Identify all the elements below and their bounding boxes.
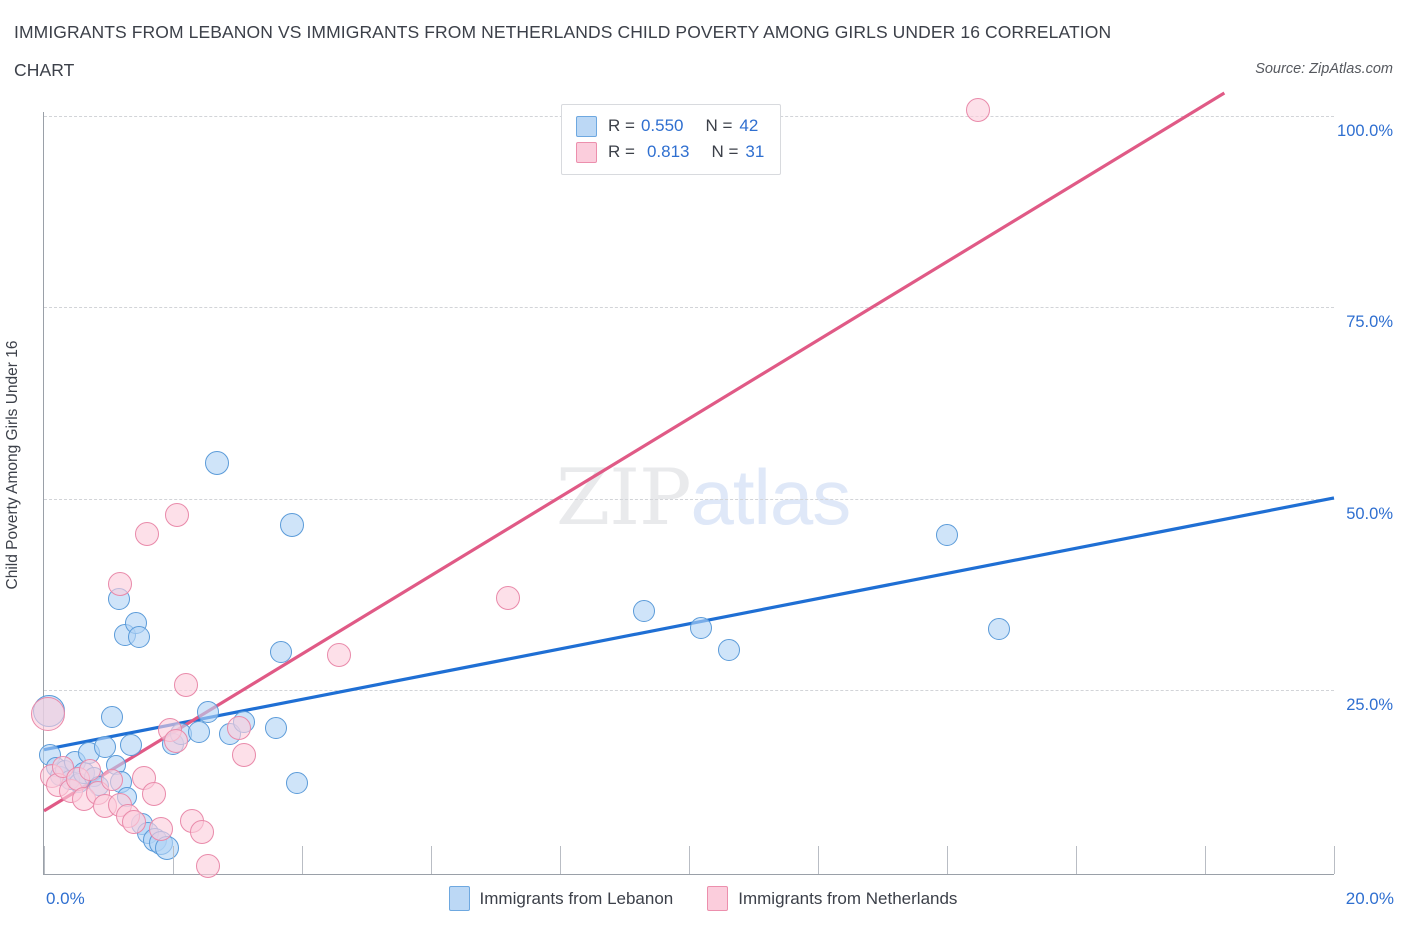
series-swatch-netherlands xyxy=(707,886,729,911)
n-value: 31 xyxy=(745,142,765,161)
scatter-point[interactable] xyxy=(226,716,251,741)
y-axis-tick-label: 75.0% xyxy=(1346,313,1393,332)
r-value: 0.813 xyxy=(646,142,690,161)
gridline xyxy=(44,307,1334,309)
x-axis-tick xyxy=(1334,846,1335,874)
series-swatch-lebanon xyxy=(448,886,470,911)
scatter-point[interactable] xyxy=(128,626,151,649)
scatter-point[interactable] xyxy=(285,771,308,794)
x-axis-max-label: 20.0% xyxy=(1345,889,1394,908)
scatter-point[interactable] xyxy=(717,639,740,662)
x-axis-line xyxy=(44,874,1334,875)
scatter-point[interactable] xyxy=(987,617,1010,640)
x-axis-tick xyxy=(560,846,561,874)
scatter-point[interactable] xyxy=(327,642,352,667)
y-axis-tick-label: 25.0% xyxy=(1346,696,1393,714)
scatter-point[interactable] xyxy=(280,513,305,538)
scatter-point[interactable] xyxy=(122,809,147,834)
x-axis-tick xyxy=(173,846,174,874)
legend-item-lebanon[interactable]: Immigrants from Lebanon xyxy=(448,886,674,911)
scatter-point[interactable] xyxy=(164,729,189,754)
scatter-point[interactable] xyxy=(149,816,174,841)
x-axis-tick xyxy=(818,846,819,874)
scatter-point[interactable] xyxy=(94,736,117,759)
x-axis-tick xyxy=(431,846,432,874)
n-label: N = xyxy=(705,116,733,135)
series-label: Immigrants from Lebanon xyxy=(479,888,674,908)
scatter-point[interactable] xyxy=(30,697,65,732)
scatter-point[interactable] xyxy=(936,523,958,546)
scatter-point[interactable] xyxy=(79,758,102,781)
n-label: N = xyxy=(711,142,739,161)
n-value: 42 xyxy=(739,116,759,135)
scatter-point[interactable] xyxy=(270,641,293,664)
scatter-point[interactable] xyxy=(197,701,220,724)
scatter-point[interactable] xyxy=(120,734,143,757)
x-axis-tick xyxy=(44,846,45,874)
x-axis-tick xyxy=(947,846,948,874)
gridline xyxy=(44,498,1334,500)
scatter-point[interactable] xyxy=(231,743,256,768)
correlation-stat-row: R = 0.550 N = 42 xyxy=(576,113,764,139)
r-label: R = xyxy=(608,116,635,135)
scatter-point[interactable] xyxy=(265,717,288,740)
scatter-point[interactable] xyxy=(204,451,229,476)
scatter-point[interactable] xyxy=(101,769,124,792)
scatter-point[interactable] xyxy=(689,617,712,639)
scatter-point[interactable] xyxy=(173,673,198,698)
series-label: Immigrants from Netherlands xyxy=(738,888,958,908)
legend-swatch-netherlands xyxy=(576,141,597,163)
r-value: 0.550 xyxy=(640,116,684,135)
chart-title-line-2: CHART xyxy=(14,60,75,80)
scatter-point[interactable] xyxy=(632,600,655,623)
y-axis-title: Child Poverty Among Girls Under 16 xyxy=(4,340,21,590)
y-axis-tick-label: 50.0% xyxy=(1346,504,1393,523)
scatter-point[interactable] xyxy=(187,721,210,744)
x-axis-tick xyxy=(1076,846,1077,874)
x-axis-min-label: 0.0% xyxy=(46,889,85,908)
plot-area xyxy=(30,91,1335,879)
scatter-point[interactable] xyxy=(141,782,166,807)
x-axis-tick xyxy=(302,846,303,874)
series-legend: Immigrants from Lebanon Immigrants from N… xyxy=(0,886,1406,911)
scatter-point[interactable] xyxy=(496,586,521,611)
scatter-point[interactable] xyxy=(100,705,123,728)
scatter-point[interactable] xyxy=(108,571,133,596)
x-axis-tick xyxy=(1205,846,1206,874)
r-label: R = xyxy=(608,142,635,161)
scatter-point[interactable] xyxy=(135,521,160,546)
legend-swatch-lebanon xyxy=(576,115,597,137)
scatter-point[interactable] xyxy=(965,97,990,122)
scatter-point[interactable] xyxy=(196,854,221,879)
chart-title-line-1: IMMIGRANTS FROM LEBANON VS IMMIGRANTS FR… xyxy=(14,22,1112,42)
legend-item-netherlands[interactable]: Immigrants from Netherlands xyxy=(707,886,957,911)
y-axis-tick-label: 100.0% xyxy=(1337,122,1393,140)
correlation-stats-legend: R = 0.550 N = 42 R = 0.813 N = 31 xyxy=(561,104,782,175)
source-label: Source: ZipAtlas.com xyxy=(1255,61,1393,77)
gridline xyxy=(44,690,1334,691)
scatter-point[interactable] xyxy=(190,819,215,844)
x-axis-tick xyxy=(689,846,690,874)
scatter-point[interactable] xyxy=(164,502,189,527)
correlation-stat-row: R = 0.813 N = 31 xyxy=(576,139,764,165)
